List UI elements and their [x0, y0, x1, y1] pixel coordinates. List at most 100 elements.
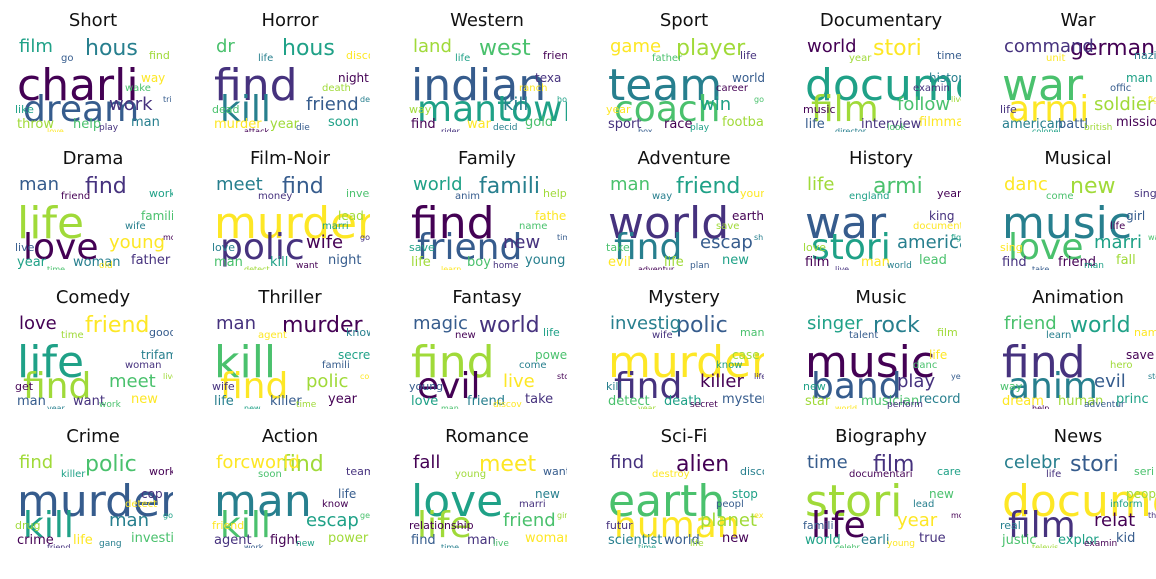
cloud-word: year [937, 187, 961, 200]
cloud-word: friend [47, 543, 71, 549]
cloud-word: box [638, 127, 653, 133]
cloud-word: find [220, 366, 289, 407]
cloud-word: new [296, 539, 315, 549]
word-cloud: charli dream hous film work throw help man way li… [13, 36, 173, 132]
cloud-word: kill [220, 505, 271, 546]
cloud-word: explor [1058, 533, 1099, 548]
cloud-word: find [19, 452, 54, 473]
cloud-word: world [807, 36, 857, 57]
cloud-word: wake [125, 83, 151, 94]
cloud-word: way [652, 191, 673, 202]
cloud-word: man [1126, 71, 1153, 85]
cloud-word: want [73, 394, 105, 409]
panel-title: Thriller [258, 287, 322, 308]
panel-title: Musical [1044, 148, 1112, 169]
cloud-word: lead [338, 209, 364, 223]
cloud-word: investig [346, 187, 370, 200]
cloud-word: famili [803, 519, 834, 532]
panel-title: Adventure [637, 148, 731, 169]
cloud-word: decid [360, 95, 370, 104]
cloud-word: year [951, 372, 961, 381]
cloud-word: young [740, 187, 764, 200]
cloud-word: gold [525, 115, 554, 130]
word-cloud: find evil world magic live love friend take powe… [407, 313, 567, 409]
cloud-word: england [849, 191, 890, 202]
cloud-word: talent [849, 330, 879, 341]
cloud-word: sport [608, 117, 642, 132]
cloud-word: come [360, 372, 370, 381]
cloud-word: know [346, 326, 370, 339]
cloud-word: save [1126, 348, 1155, 362]
cloud-word: meet [109, 371, 156, 392]
cloud-word: land [413, 36, 452, 57]
cloud-word: love [212, 241, 236, 254]
cloud-word: name [519, 221, 548, 232]
cloud-word: plan [690, 261, 710, 271]
cloud-word: woman [125, 360, 162, 371]
cloud-word: music [1002, 198, 1133, 249]
cloud-word: peopl [1126, 487, 1156, 501]
cloud-word: father [131, 253, 171, 268]
cloud-word: earth [732, 209, 764, 223]
cloud-word: german [1070, 36, 1156, 61]
cloud-word: record [919, 392, 961, 407]
cloud-word: famili [141, 209, 173, 223]
panel-title: Animation [1032, 287, 1124, 308]
panel-documentary: Documentary documentarifilm stori world foll… [796, 10, 966, 132]
cloud-word: american [897, 232, 961, 253]
cloud-word: discov [346, 49, 370, 62]
word-cloud: music band rock singer play star musician recor… [801, 313, 961, 409]
cloud-word: year [849, 53, 872, 64]
cloud-word: unit [1046, 53, 1066, 64]
cloud-word: dr [216, 36, 235, 57]
cloud-word: famili [322, 360, 350, 371]
cloud-word: live [163, 372, 173, 381]
cloud-word: career [716, 83, 748, 94]
panel-title: Western [450, 10, 524, 31]
cloud-word: killer [61, 469, 86, 480]
cloud-word: wife [212, 380, 235, 393]
panel-title: Short [68, 10, 118, 31]
cloud-word: wife [306, 232, 344, 253]
cloud-word: secret [338, 348, 370, 362]
cloud-word: find [614, 227, 683, 268]
panel-horror: Horror find kill hous dr friend murder year soon… [205, 10, 375, 132]
cloud-word: young [409, 380, 444, 393]
cloud-word: detect [125, 499, 157, 510]
cloud-word: love [23, 227, 99, 268]
panel-mystery: Mystery murder find polic investig killer dete… [599, 287, 769, 409]
cloud-word: dead [212, 103, 240, 116]
cloud-word: televis [1032, 543, 1059, 549]
cloud-word: play [690, 123, 710, 133]
cloud-word: find [214, 60, 298, 111]
cloud-word: seri [1134, 465, 1155, 478]
cloud-word: marri [1094, 232, 1143, 253]
cloud-word: live [503, 371, 535, 392]
cloud-word: threat [1148, 511, 1156, 520]
cloud-word: soon [258, 469, 282, 480]
cloud-word: planet [700, 510, 757, 531]
cloud-word: save [716, 221, 740, 232]
cloud-word: polic [676, 313, 728, 338]
cloud-word: forcworld [216, 452, 300, 473]
cloud-word: live [951, 95, 961, 104]
cloud-word: evil [608, 255, 631, 270]
panel-title: War [1060, 10, 1096, 31]
cloud-word: man [214, 255, 243, 270]
panel-music: Music music band rock singer play star musician… [796, 287, 966, 409]
cloud-word: mother [163, 233, 173, 242]
cloud-word: inform [1110, 499, 1143, 510]
cloud-word: danc [1004, 174, 1048, 195]
cloud-word: work [109, 94, 153, 115]
cloud-word: murder [17, 476, 173, 527]
cloud-word: celebr [1004, 452, 1060, 473]
word-cloud: stori life film time year world earli true new fa… [801, 452, 961, 548]
cloud-word: girl [1126, 209, 1146, 223]
panel-title: Documentary [819, 10, 943, 31]
cloud-word: coach [614, 89, 721, 130]
cloud-word: charli [17, 60, 139, 111]
cloud-word: take [525, 392, 554, 407]
